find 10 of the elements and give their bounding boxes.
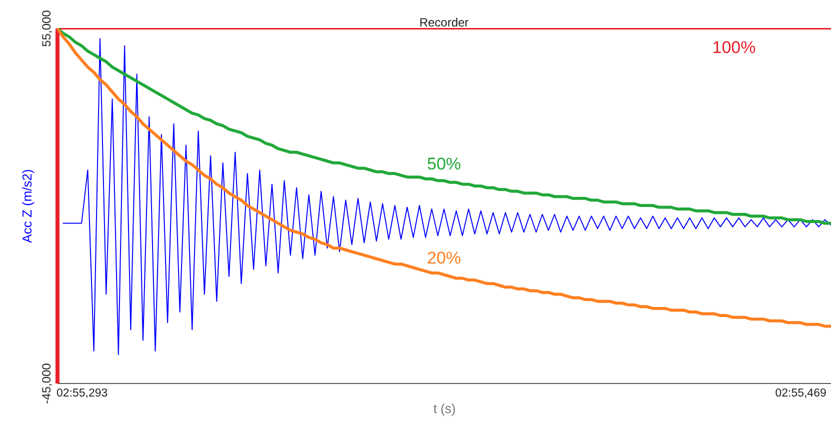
series-label: 100% bbox=[712, 38, 756, 57]
x-tick-label: 02:55,469 bbox=[775, 388, 826, 400]
series-label: 50% bbox=[426, 154, 462, 174]
x-tick-label: 02:55,293 bbox=[56, 388, 108, 400]
x-axis-title: t (s) bbox=[433, 401, 456, 416]
y-axis-title: Acc Z (m/s2) bbox=[20, 169, 34, 243]
series-label: 20% bbox=[426, 248, 462, 268]
chart-title: Recorder bbox=[419, 16, 469, 30]
y-tick-label: -45,000 bbox=[40, 362, 54, 404]
y-tick-label: 55,000 bbox=[40, 10, 54, 47]
